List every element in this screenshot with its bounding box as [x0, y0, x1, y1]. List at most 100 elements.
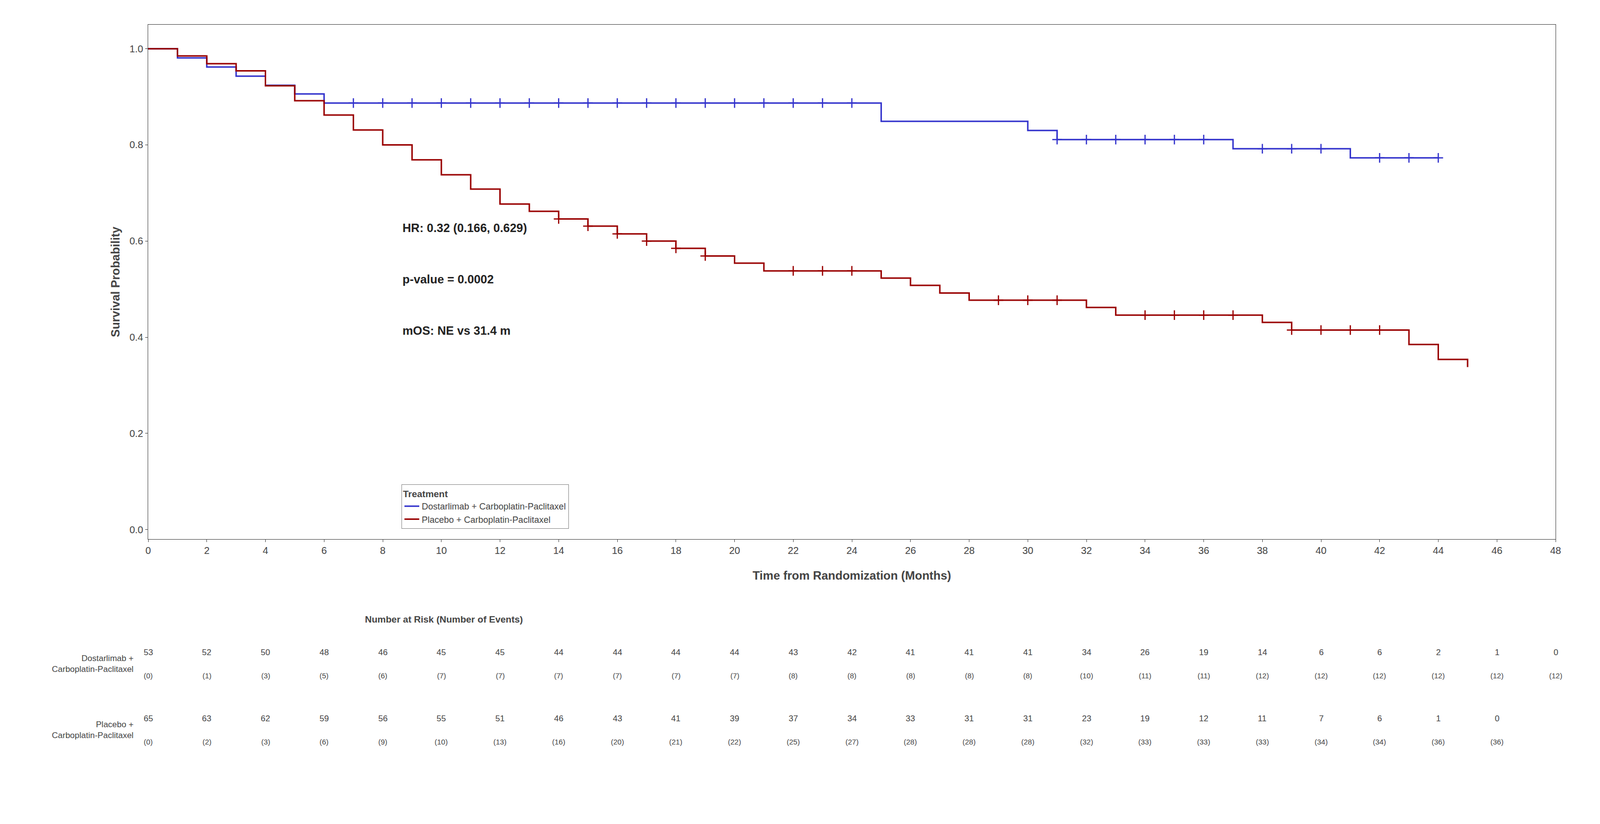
svg-text:HR: 0.32 (0.166, 0.629): HR: 0.32 (0.166, 0.629) [402, 221, 527, 235]
svg-text:(12): (12) [1549, 671, 1563, 680]
svg-text:46: 46 [554, 714, 564, 724]
svg-text:(6): (6) [319, 737, 329, 747]
svg-text:(10): (10) [434, 737, 448, 747]
svg-text:(5): (5) [319, 671, 329, 680]
svg-text:44: 44 [554, 647, 564, 658]
svg-text:31: 31 [1023, 714, 1033, 724]
svg-text:44: 44 [612, 647, 623, 658]
svg-text:(11): (11) [1138, 671, 1152, 680]
svg-text:62: 62 [260, 714, 271, 724]
svg-text:42: 42 [847, 647, 857, 658]
svg-text:44: 44 [1432, 545, 1444, 557]
svg-text:Placebo + Carboplatin-Paclitax: Placebo + Carboplatin-Paclitaxel [421, 515, 551, 525]
svg-text:23: 23 [1081, 714, 1092, 724]
svg-text:(36): (36) [1490, 737, 1504, 747]
svg-text:1: 1 [1436, 714, 1441, 724]
svg-text:26: 26 [1140, 647, 1150, 658]
svg-text:(28): (28) [1021, 737, 1035, 747]
svg-text:Dostarlimab +Carboplatin-Pacli: Dostarlimab +Carboplatin-Paclitaxel [51, 653, 134, 675]
svg-text:22: 22 [787, 545, 799, 557]
svg-text:34: 34 [1081, 647, 1092, 658]
svg-text:36: 36 [1198, 545, 1209, 557]
svg-text:59: 59 [319, 714, 329, 724]
svg-text:48: 48 [319, 647, 329, 658]
svg-text:(36): (36) [1431, 737, 1445, 747]
svg-text:(20): (20) [610, 737, 625, 747]
svg-text:10: 10 [436, 545, 447, 557]
svg-text:33: 33 [905, 714, 916, 724]
svg-text:(8): (8) [964, 671, 974, 680]
svg-text:0: 0 [145, 545, 151, 557]
svg-text:(32): (32) [1080, 737, 1094, 747]
svg-text:26: 26 [905, 545, 917, 557]
svg-text:Survival Probability: Survival Probability [108, 226, 122, 338]
svg-text:mOS: NE vs 31.4 m: mOS: NE vs 31.4 m [402, 323, 511, 338]
svg-text:(11): (11) [1197, 671, 1211, 680]
svg-text:42: 42 [1374, 545, 1386, 557]
svg-text:(12): (12) [1314, 671, 1328, 680]
svg-text:43: 43 [788, 647, 799, 658]
svg-text:(3): (3) [261, 737, 271, 747]
svg-text:34: 34 [1139, 545, 1151, 557]
svg-text:Treatment: Treatment [402, 488, 448, 500]
svg-text:(25): (25) [786, 737, 800, 747]
svg-text:0.6: 0.6 [129, 235, 144, 247]
svg-text:0: 0 [1494, 714, 1500, 724]
svg-text:(0): (0) [143, 671, 153, 680]
svg-text:(34): (34) [1372, 737, 1387, 747]
svg-text:(7): (7) [612, 671, 622, 680]
svg-text:(7): (7) [437, 671, 446, 680]
svg-text:38: 38 [1256, 545, 1268, 557]
svg-text:11: 11 [1257, 714, 1267, 724]
svg-text:19: 19 [1199, 647, 1209, 658]
svg-text:2: 2 [1436, 647, 1441, 658]
svg-text:6: 6 [1319, 647, 1324, 658]
svg-text:30: 30 [1022, 545, 1034, 557]
svg-text:(9): (9) [378, 737, 388, 747]
svg-text:12: 12 [494, 545, 506, 557]
svg-text:39: 39 [729, 714, 740, 724]
svg-text:53: 53 [143, 647, 154, 658]
svg-text:48: 48 [1550, 545, 1561, 557]
svg-text:(12): (12) [1255, 671, 1270, 680]
svg-text:(8): (8) [847, 671, 857, 680]
svg-text:28: 28 [963, 545, 975, 557]
svg-text:(8): (8) [906, 671, 916, 680]
svg-text:p-value = 0.0002: p-value = 0.0002 [402, 272, 494, 286]
svg-text:(6): (6) [378, 671, 388, 680]
svg-text:18: 18 [670, 545, 682, 557]
svg-text:41: 41 [671, 714, 681, 724]
svg-text:(8): (8) [788, 671, 798, 680]
svg-text:63: 63 [201, 714, 212, 724]
svg-text:12: 12 [1199, 714, 1209, 724]
svg-text:(12): (12) [1490, 671, 1504, 680]
svg-text:1: 1 [1494, 647, 1500, 658]
svg-text:(28): (28) [903, 737, 918, 747]
svg-text:(13): (13) [493, 737, 507, 747]
svg-text:52: 52 [201, 647, 212, 658]
svg-text:Time from Randomization (Month: Time from Randomization (Months) [752, 568, 952, 583]
svg-text:2: 2 [203, 545, 210, 557]
svg-text:(7): (7) [495, 671, 505, 680]
svg-text:(7): (7) [554, 671, 563, 680]
svg-text:19: 19 [1140, 714, 1150, 724]
svg-text:16: 16 [611, 545, 623, 557]
svg-text:(1): (1) [202, 671, 212, 680]
svg-text:6: 6 [321, 545, 327, 557]
svg-text:(12): (12) [1431, 671, 1445, 680]
svg-text:(21): (21) [669, 737, 683, 747]
svg-text:7: 7 [1319, 714, 1324, 724]
svg-text:41: 41 [905, 647, 916, 658]
svg-text:41: 41 [964, 647, 974, 658]
svg-text:31: 31 [964, 714, 974, 724]
svg-text:4: 4 [262, 545, 269, 557]
svg-text:45: 45 [495, 647, 505, 658]
svg-text:(12): (12) [1372, 671, 1387, 680]
svg-text:Number at Risk (Number of Even: Number at Risk (Number of Events) [364, 614, 523, 625]
svg-text:Placebo +Carboplatin-Paclitaxe: Placebo +Carboplatin-Paclitaxel [51, 720, 134, 741]
svg-text:46: 46 [1491, 545, 1503, 557]
svg-text:(7): (7) [671, 671, 681, 680]
svg-text:65: 65 [143, 714, 154, 724]
svg-text:20: 20 [728, 545, 740, 557]
svg-text:45: 45 [436, 647, 446, 658]
